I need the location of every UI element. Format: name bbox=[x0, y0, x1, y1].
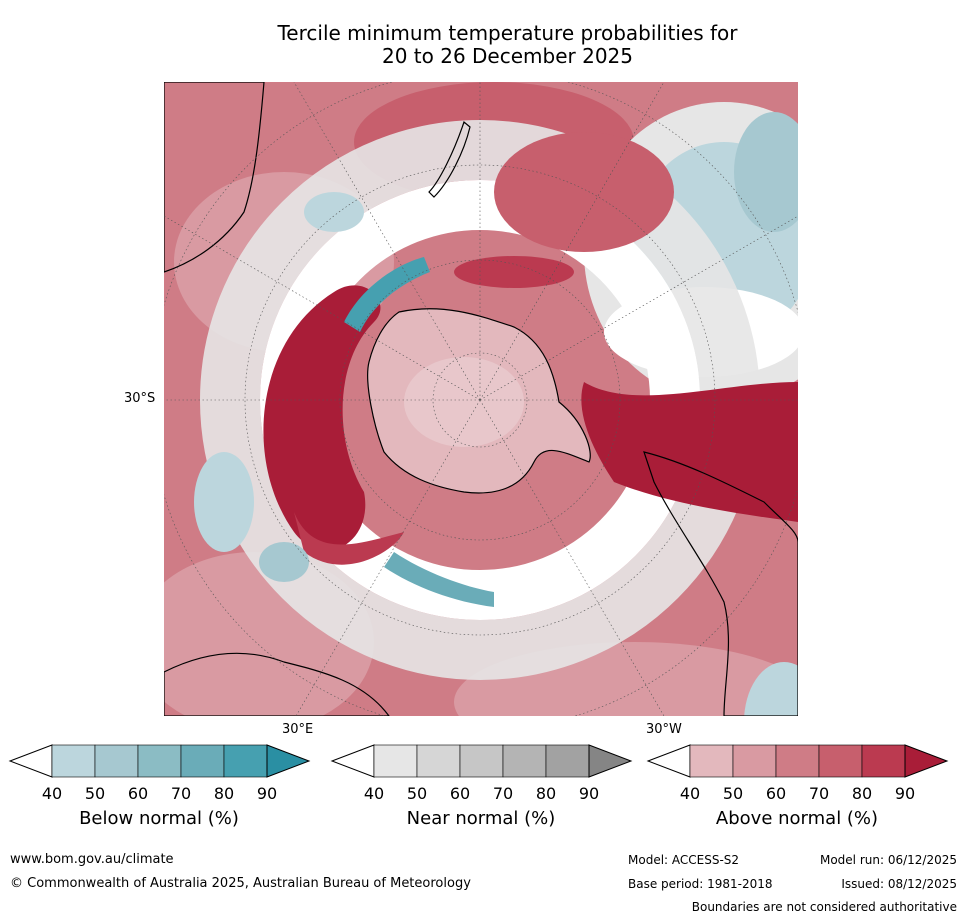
tick: 80 bbox=[535, 784, 557, 803]
tick: 40 bbox=[41, 784, 63, 803]
field-below-scatter-w bbox=[194, 452, 254, 552]
tick: 60 bbox=[127, 784, 149, 803]
field-above-strong-crescent-tail bbox=[294, 512, 404, 565]
footer-model: Model: ACCESS-S2 bbox=[628, 853, 740, 867]
field-above-strong-east bbox=[581, 382, 798, 522]
footer-base-period: Base period: 1981-2018 bbox=[628, 877, 773, 891]
colorbar-near-bin-40 bbox=[373, 744, 418, 778]
footer-disclaimer: Boundaries are not considered authoritat… bbox=[691, 900, 957, 914]
field-below-scatter-sw bbox=[259, 542, 309, 582]
colorbar-above-label: Above normal (%) bbox=[715, 808, 879, 829]
colorbar-below-bin-80 bbox=[223, 744, 268, 778]
tick: 70 bbox=[170, 784, 192, 803]
new-zealand-coast bbox=[428, 120, 471, 198]
australia-coast bbox=[164, 82, 265, 273]
tick: 40 bbox=[679, 784, 701, 803]
colorbar-near bbox=[330, 744, 633, 778]
colorbar-near-bin-70 bbox=[502, 744, 547, 778]
tick: 80 bbox=[213, 784, 235, 803]
footer-copyright: © Commonwealth of Australia 2025, Austra… bbox=[10, 876, 471, 891]
colorbar-below bbox=[8, 744, 311, 778]
tick: 50 bbox=[84, 784, 106, 803]
footer-issued: Issued: 08/12/2025 bbox=[841, 877, 957, 891]
field-below-se bbox=[744, 662, 798, 716]
south-america-coast bbox=[643, 451, 798, 716]
field-above-strong-crescent bbox=[263, 285, 381, 551]
colorbar-above bbox=[646, 744, 949, 778]
colorbar-below-bin-90 bbox=[266, 744, 311, 778]
colorbar-above-bin-40 bbox=[689, 744, 734, 778]
colorbar-above-ticks: 40 50 60 70 80 90 bbox=[646, 744, 950, 824]
tick: 80 bbox=[851, 784, 873, 803]
graticule bbox=[164, 82, 798, 716]
tick: 50 bbox=[406, 784, 428, 803]
colorbar-above-bin-50 bbox=[732, 744, 777, 778]
field-below-arc-south bbox=[384, 552, 494, 607]
footer-model-run: Model run: 06/12/2025 bbox=[819, 853, 957, 867]
africa-coast bbox=[164, 652, 390, 716]
tick: 70 bbox=[492, 784, 514, 803]
colorbar-below-label: Below normal (%) bbox=[79, 808, 239, 829]
lat-label-30s: 30°S bbox=[124, 391, 156, 406]
colorbar-near-bin-50 bbox=[416, 744, 461, 778]
title-line-2: 20 to 26 December 2025 bbox=[381, 44, 633, 68]
antarctica-interior bbox=[404, 357, 524, 447]
tick: 40 bbox=[363, 784, 385, 803]
title-line-1: Tercile minimum temperature probabilitie… bbox=[277, 21, 738, 45]
colorbar-below-bin-40 bbox=[51, 744, 96, 778]
polar-probability-map bbox=[164, 82, 798, 716]
tick: 90 bbox=[894, 784, 916, 803]
colorbar-above-bin-60 bbox=[775, 744, 820, 778]
colorbar-above-bin-90 bbox=[904, 744, 949, 778]
tick: 60 bbox=[449, 784, 471, 803]
field-above-north-blob bbox=[454, 256, 574, 288]
map-title: Tercile minimum temperature probabilitie… bbox=[0, 22, 965, 68]
colorbar-near-bin-60 bbox=[459, 744, 504, 778]
footer-url[interactable]: www.bom.gov.au/climate bbox=[10, 852, 174, 867]
tick: 90 bbox=[578, 784, 600, 803]
colorbar-near-label: Near normal (%) bbox=[406, 808, 556, 829]
field-below-scatter-nw bbox=[304, 192, 364, 232]
tick: 70 bbox=[808, 784, 830, 803]
tick: 60 bbox=[765, 784, 787, 803]
colorbar-above-bin-80 bbox=[861, 744, 906, 778]
field-below-arc-north bbox=[344, 257, 430, 332]
colorbar-near-bin-90 bbox=[588, 744, 633, 778]
tick: 90 bbox=[256, 784, 278, 803]
field-above-northeast bbox=[494, 132, 674, 252]
lon-label-30w: 30°W bbox=[646, 722, 682, 737]
field-below-ne-2 bbox=[734, 112, 798, 232]
colorbar-below-bin-70 bbox=[180, 744, 225, 778]
tick: 50 bbox=[722, 784, 744, 803]
colorbar-below-ticks: 40 50 60 70 80 90 bbox=[8, 744, 312, 824]
colorbar-near-ticks: 40 50 60 70 80 90 bbox=[330, 744, 634, 824]
colorbar-near-bin-80 bbox=[545, 744, 590, 778]
lon-label-30e: 30°E bbox=[282, 722, 314, 737]
colorbar-below-bin-60 bbox=[137, 744, 182, 778]
